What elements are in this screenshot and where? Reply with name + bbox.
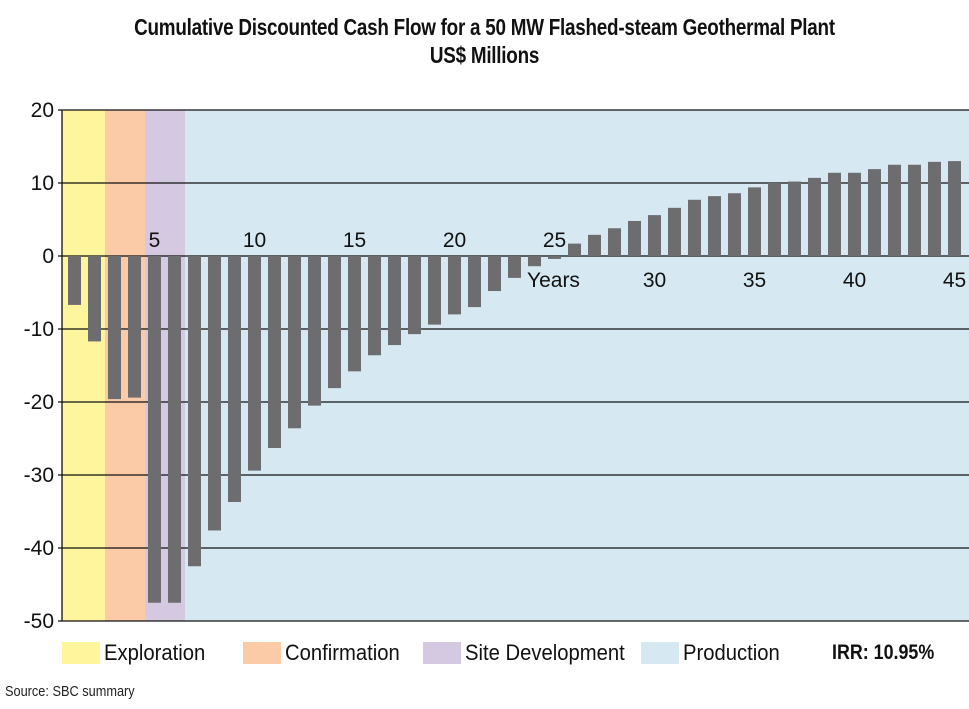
legend-label: Site Development <box>465 640 625 665</box>
bar-year-7 <box>188 256 201 567</box>
bar-year-34 <box>728 193 741 256</box>
legend-item-production: Production <box>641 640 788 666</box>
legend-swatch-site-development <box>423 642 461 664</box>
x-tick-label: 35 <box>743 269 766 292</box>
x-tick-label: 15 <box>343 229 366 252</box>
bar-year-31 <box>668 207 681 256</box>
y-axis-ticks: 20 10 0 -10 -20 -30 -40 -50 <box>24 99 54 633</box>
bar-year-19 <box>428 256 441 325</box>
bar-year-3 <box>108 256 121 400</box>
bar-year-38 <box>808 177 821 256</box>
chart-subtitle: US$ Millions <box>429 42 540 68</box>
x-tick-label: 20 <box>443 229 466 252</box>
bar-year-14 <box>328 256 341 389</box>
bar-year-36 <box>768 183 781 256</box>
bar-year-30 <box>648 215 661 256</box>
bar-year-10 <box>248 256 261 471</box>
legend: Exploration Confirmation Site Developmen… <box>0 640 969 666</box>
chart-title: Cumulative Discounted Cash Flow for a 50… <box>134 14 835 40</box>
legend-label: Confirmation <box>285 640 400 665</box>
legend-label: Production <box>683 640 780 665</box>
legend-swatch-confirmation <box>243 642 281 664</box>
bar-year-5 <box>148 256 161 603</box>
bar-year-40 <box>848 172 861 256</box>
y-tick-label: -30 <box>24 464 54 487</box>
phase-band-exploration <box>62 110 105 621</box>
bar-year-41 <box>868 169 881 256</box>
bar-year-6 <box>168 256 181 603</box>
bar-year-25 <box>548 256 561 259</box>
bar-year-18 <box>408 256 421 335</box>
bar-year-27 <box>588 234 601 256</box>
bar-year-28 <box>608 228 621 256</box>
legend-item-confirmation: Confirmation <box>243 640 410 666</box>
bar-year-44 <box>928 161 941 256</box>
bar-year-26 <box>568 243 581 256</box>
bar-year-29 <box>628 220 641 256</box>
bar-year-2 <box>88 256 101 342</box>
bar-year-20 <box>448 256 461 315</box>
x-tick-label: 10 <box>243 229 266 252</box>
x-tick-label: 30 <box>643 269 666 292</box>
bar-year-11 <box>268 256 281 448</box>
bar-year-22 <box>488 256 501 292</box>
bar-year-35 <box>748 187 761 256</box>
source-note: Source: SBC summary <box>5 683 135 700</box>
x-tick-label: 25 <box>543 229 566 252</box>
bars <box>68 161 961 603</box>
bar-year-24 <box>528 256 541 267</box>
bar-year-33 <box>708 196 721 256</box>
bar-year-4 <box>128 256 141 398</box>
y-tick-label: -40 <box>24 537 54 560</box>
y-tick-label: -10 <box>24 318 54 341</box>
x-axis-label: Years <box>527 269 580 292</box>
bar-year-42 <box>888 164 901 256</box>
y-tick-label: -50 <box>24 610 54 633</box>
bar-year-12 <box>288 256 301 429</box>
y-tick-label: 20 <box>31 99 54 122</box>
chart-plot: 20 10 0 -10 -20 -30 -40 -50 5 10 15 20 25 30 35 40 45 Y… <box>24 99 969 633</box>
bar-year-45 <box>948 161 961 256</box>
legend-item-site-development: Site Development <box>423 640 639 666</box>
bar-year-8 <box>208 256 221 531</box>
bar-year-21 <box>468 256 481 308</box>
bar-year-17 <box>388 256 401 346</box>
x-tick-label: 45 <box>943 269 966 292</box>
y-tick-label: -20 <box>24 391 54 414</box>
bar-year-32 <box>688 199 701 256</box>
legend-item-exploration: Exploration <box>62 640 214 666</box>
x-axis-ticks: 5 10 15 20 25 30 35 40 45 <box>149 229 967 292</box>
bar-year-9 <box>228 256 241 503</box>
x-tick-label: 5 <box>149 229 161 252</box>
bar-year-1 <box>68 256 81 305</box>
bar-year-23 <box>508 256 521 278</box>
bar-year-13 <box>308 256 321 406</box>
bar-year-16 <box>368 256 381 356</box>
y-tick-label: 0 <box>42 245 54 268</box>
legend-label: Exploration <box>104 640 206 665</box>
irr-annotation: IRR: 10.95% <box>832 641 935 664</box>
x-tick-label: 40 <box>843 269 866 292</box>
legend-swatch-exploration <box>62 642 100 664</box>
legend-swatch-production <box>641 642 679 664</box>
y-tick-label: 10 <box>31 172 54 195</box>
bar-year-37 <box>788 181 801 256</box>
bar-year-43 <box>908 164 921 256</box>
bar-year-39 <box>828 172 841 256</box>
bar-year-15 <box>348 256 361 372</box>
